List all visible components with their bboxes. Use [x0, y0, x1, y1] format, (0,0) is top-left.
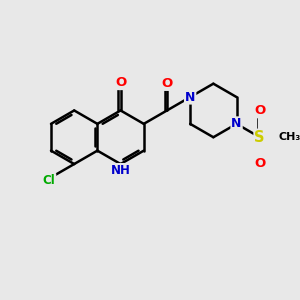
Text: O: O	[254, 157, 266, 170]
Text: O: O	[161, 77, 172, 90]
Text: S: S	[254, 130, 265, 145]
Text: CH₃: CH₃	[279, 132, 300, 142]
Text: O: O	[254, 104, 266, 117]
Text: N: N	[185, 91, 195, 103]
Text: O: O	[115, 76, 126, 89]
Text: NH: NH	[111, 164, 130, 177]
Text: N: N	[231, 117, 242, 130]
Text: Cl: Cl	[43, 174, 55, 187]
